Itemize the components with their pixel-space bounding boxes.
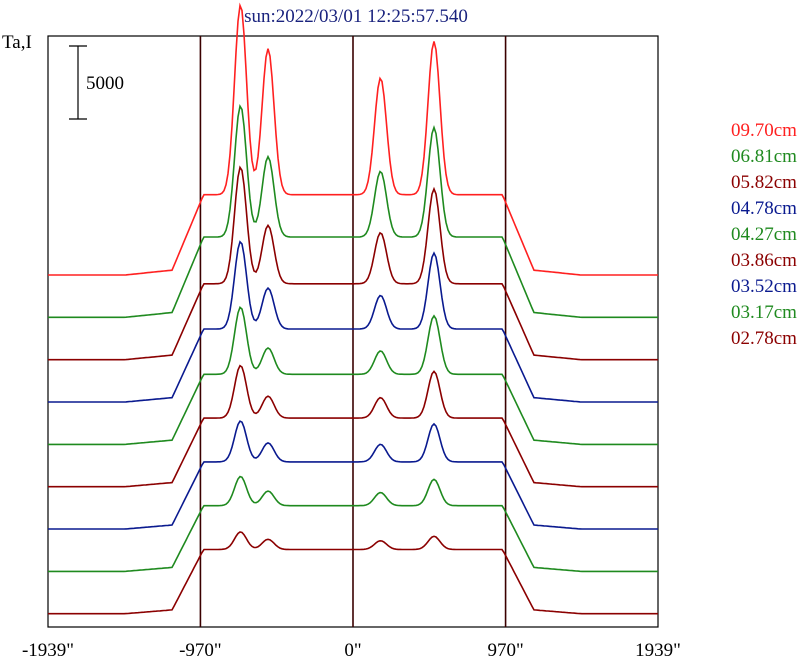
x-tick-label: 1939" xyxy=(635,640,681,661)
legend-item-03.86cm: 03.86cm xyxy=(731,250,797,271)
series-line-03.86cm xyxy=(48,364,658,488)
series-line-03.52cm xyxy=(48,420,658,530)
y-axis-label: Ta,I xyxy=(2,32,32,53)
x-tick-label: -1939" xyxy=(22,640,74,661)
legend-item-05.82cm: 05.82cm xyxy=(731,172,797,193)
legend-item-06.81cm: 06.81cm xyxy=(731,146,797,167)
scale-bar-label: 5000 xyxy=(86,73,124,94)
legend-item-09.70cm: 09.70cm xyxy=(731,120,797,141)
legend-item-03.52cm: 03.52cm xyxy=(731,276,797,297)
series-line-04.78cm xyxy=(48,240,658,403)
legend-item-02.78cm: 02.78cm xyxy=(731,328,797,349)
reference-lines xyxy=(199,36,507,627)
legend-item-04.27cm: 04.27cm xyxy=(731,224,797,245)
legend-item-04.78cm: 04.78cm xyxy=(731,198,797,219)
series-line-05.82cm xyxy=(48,165,658,361)
x-tick-label: 0" xyxy=(344,640,361,661)
x-tick-label: -970" xyxy=(179,640,222,661)
legend: 09.70cm 06.81cm 05.82cm 04.78cm 04.27cm 03.86… xyxy=(731,120,797,349)
series-line-06.81cm xyxy=(48,103,658,319)
legend-item-03.17cm: 03.17cm xyxy=(731,302,797,323)
series-line-04.27cm xyxy=(48,306,658,446)
series-line-02.78cm xyxy=(48,531,658,615)
scale-bar: 5000 xyxy=(69,45,124,120)
series-line-09.70cm xyxy=(48,2,658,276)
x-tick-labels: -1939" -970" 0" 970" 1939" xyxy=(22,640,681,661)
series-line-03.17cm xyxy=(48,475,658,573)
x-tick-label: 970" xyxy=(487,640,523,661)
chart-title: sun:2022/03/01 12:25:57.540 xyxy=(244,6,468,27)
series-lines xyxy=(48,2,658,615)
